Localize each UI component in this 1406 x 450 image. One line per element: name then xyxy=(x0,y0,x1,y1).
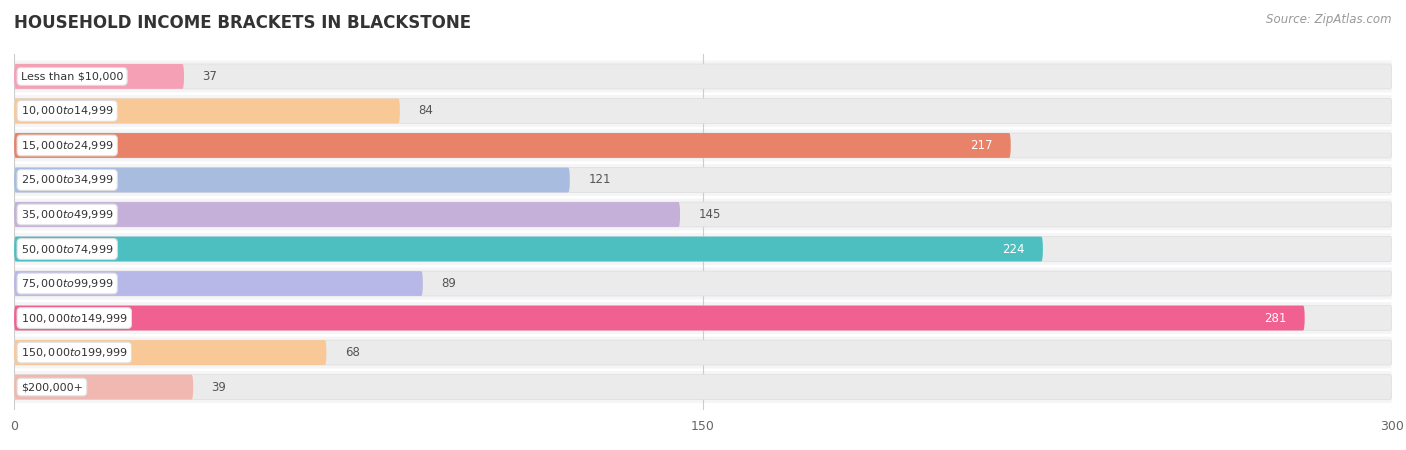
FancyBboxPatch shape xyxy=(14,233,1392,265)
Text: $25,000 to $34,999: $25,000 to $34,999 xyxy=(21,174,114,186)
Text: $15,000 to $24,999: $15,000 to $24,999 xyxy=(21,139,114,152)
Text: 89: 89 xyxy=(441,277,456,290)
Text: Less than $10,000: Less than $10,000 xyxy=(21,72,124,81)
FancyBboxPatch shape xyxy=(14,99,399,123)
Text: $35,000 to $49,999: $35,000 to $49,999 xyxy=(21,208,114,221)
FancyBboxPatch shape xyxy=(14,237,1392,261)
Text: $75,000 to $99,999: $75,000 to $99,999 xyxy=(21,277,114,290)
FancyBboxPatch shape xyxy=(14,306,1305,330)
FancyBboxPatch shape xyxy=(14,164,1392,196)
FancyBboxPatch shape xyxy=(14,340,1392,365)
FancyBboxPatch shape xyxy=(14,95,1392,127)
FancyBboxPatch shape xyxy=(14,271,423,296)
Text: 37: 37 xyxy=(202,70,218,83)
FancyBboxPatch shape xyxy=(14,302,1392,334)
FancyBboxPatch shape xyxy=(14,337,1392,369)
FancyBboxPatch shape xyxy=(14,202,1392,227)
Text: Source: ZipAtlas.com: Source: ZipAtlas.com xyxy=(1267,14,1392,27)
FancyBboxPatch shape xyxy=(14,198,1392,230)
FancyBboxPatch shape xyxy=(14,130,1392,162)
FancyBboxPatch shape xyxy=(14,271,1392,296)
Text: 68: 68 xyxy=(344,346,360,359)
FancyBboxPatch shape xyxy=(14,306,1392,330)
FancyBboxPatch shape xyxy=(14,340,326,365)
FancyBboxPatch shape xyxy=(14,64,184,89)
Text: $200,000+: $200,000+ xyxy=(21,382,83,392)
Text: 121: 121 xyxy=(588,174,610,186)
Text: $150,000 to $199,999: $150,000 to $199,999 xyxy=(21,346,128,359)
Text: $50,000 to $74,999: $50,000 to $74,999 xyxy=(21,243,114,256)
Text: $100,000 to $149,999: $100,000 to $149,999 xyxy=(21,311,128,324)
Text: 84: 84 xyxy=(418,104,433,117)
Text: 224: 224 xyxy=(1002,243,1025,256)
FancyBboxPatch shape xyxy=(14,167,569,193)
Text: 281: 281 xyxy=(1264,311,1286,324)
Text: 217: 217 xyxy=(970,139,993,152)
Text: HOUSEHOLD INCOME BRACKETS IN BLACKSTONE: HOUSEHOLD INCOME BRACKETS IN BLACKSTONE xyxy=(14,14,471,32)
FancyBboxPatch shape xyxy=(14,202,681,227)
FancyBboxPatch shape xyxy=(14,268,1392,299)
FancyBboxPatch shape xyxy=(14,61,1392,92)
Text: 39: 39 xyxy=(211,381,226,394)
FancyBboxPatch shape xyxy=(14,167,1392,193)
FancyBboxPatch shape xyxy=(14,371,1392,403)
FancyBboxPatch shape xyxy=(14,133,1011,158)
FancyBboxPatch shape xyxy=(14,99,1392,123)
Text: 145: 145 xyxy=(699,208,721,221)
FancyBboxPatch shape xyxy=(14,64,1392,89)
FancyBboxPatch shape xyxy=(14,375,193,400)
Text: $10,000 to $14,999: $10,000 to $14,999 xyxy=(21,104,114,117)
FancyBboxPatch shape xyxy=(14,133,1392,158)
FancyBboxPatch shape xyxy=(14,375,1392,400)
FancyBboxPatch shape xyxy=(14,237,1043,261)
